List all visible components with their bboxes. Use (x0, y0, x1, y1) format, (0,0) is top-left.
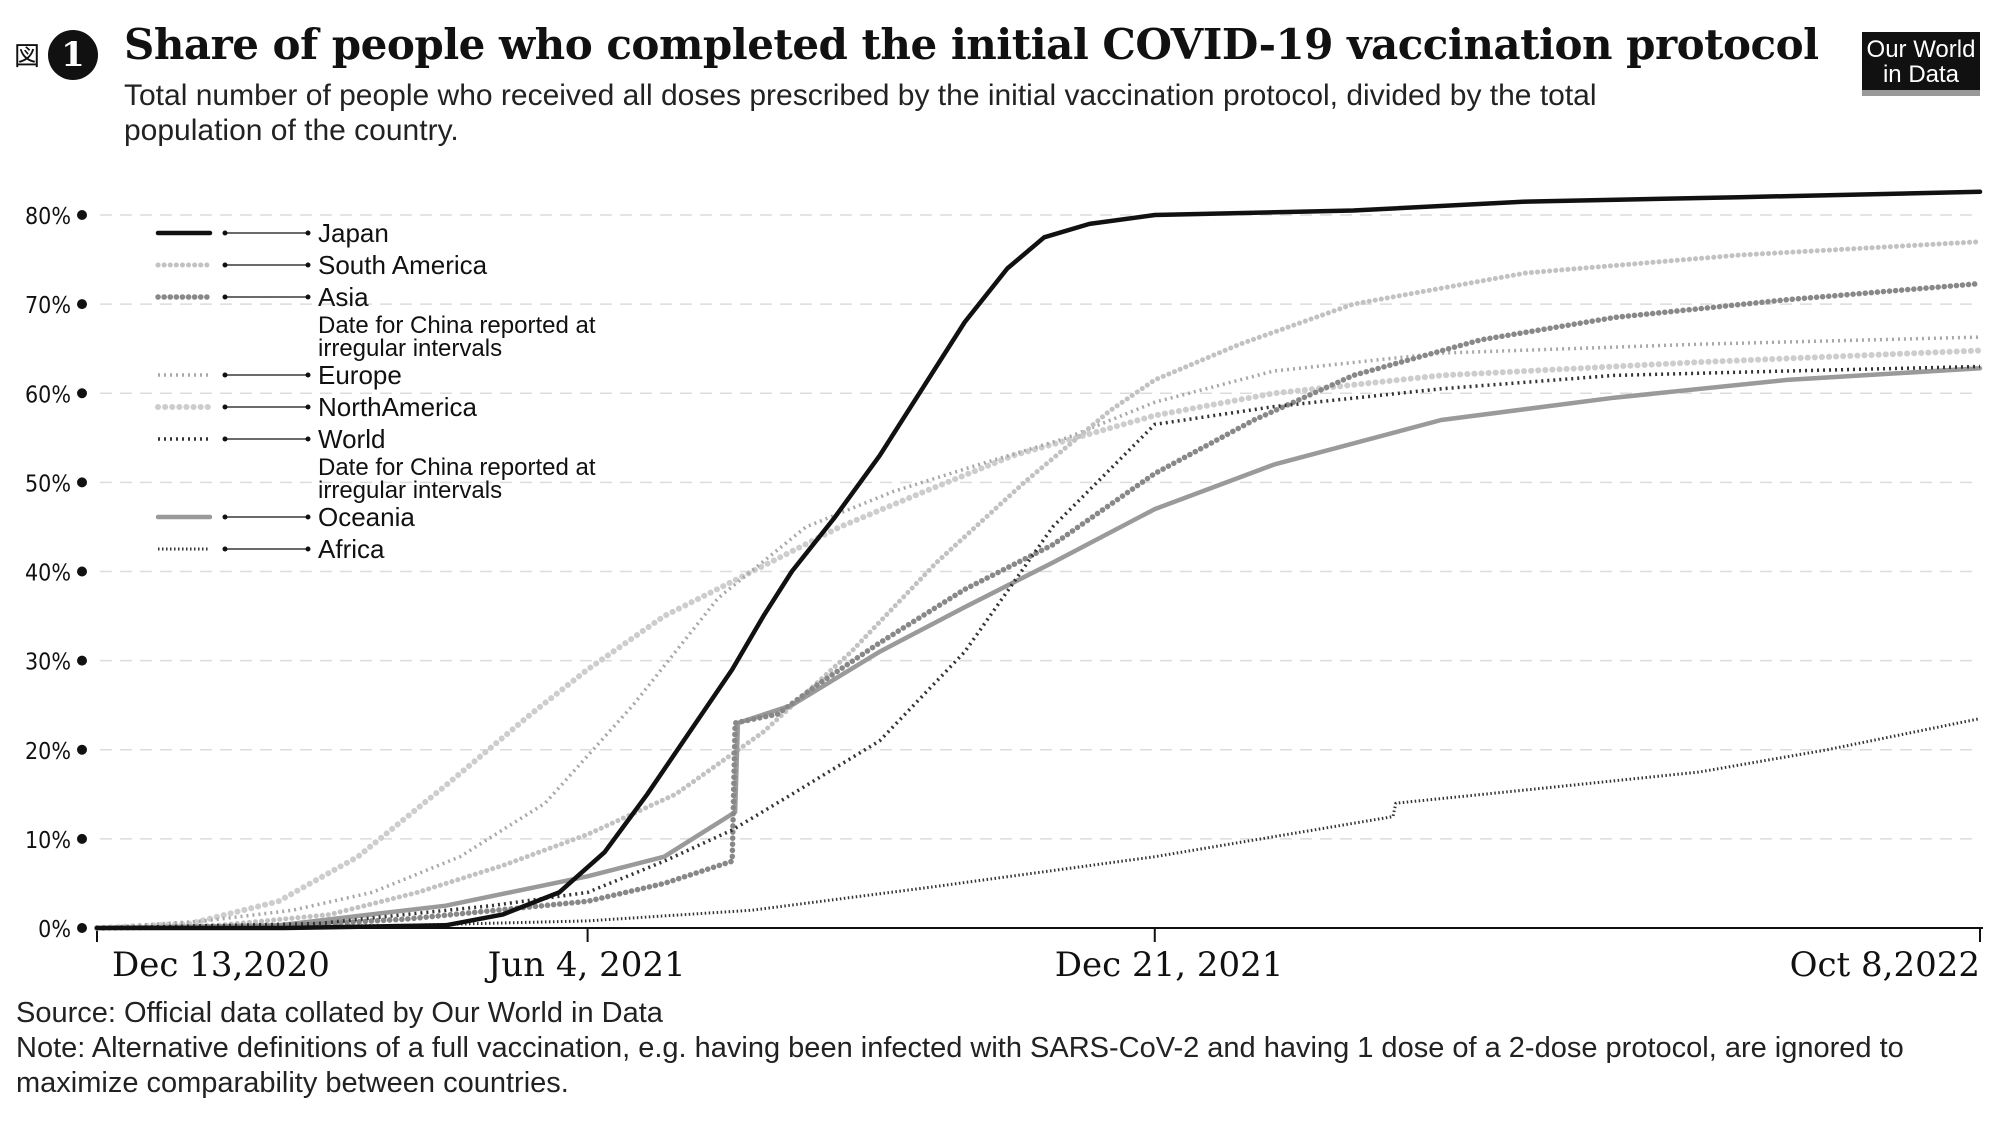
legend-dot (305, 372, 311, 378)
chart-subtitle: Total number of people who received all … (124, 79, 1597, 147)
y-tick-dot (77, 388, 87, 399)
legend-dot (305, 230, 311, 236)
x-tick-label: Dec 21, 2021 (1055, 945, 1284, 985)
series-line-japan (94, 189, 1983, 931)
legend-label: Oceania (318, 502, 415, 532)
source-note: Source: Official data collated by Our Wo… (16, 997, 663, 1029)
y-tick-dot (77, 566, 87, 577)
owid-logo-line1: Our World (1866, 36, 1976, 63)
y-tick-label: 70% (25, 293, 71, 319)
y-tick-label: 60% (25, 382, 71, 408)
series-line-south-america (94, 239, 1983, 931)
y-tick-dot (77, 744, 87, 755)
legend-note: irregular intervals (318, 335, 502, 362)
y-tick-label: 0% (38, 917, 71, 943)
y-tick-label: 20% (25, 739, 71, 765)
y-tick-dot (77, 299, 87, 310)
chart-title: Share of people who completed the initia… (124, 20, 1819, 69)
y-tick-dot (77, 655, 87, 666)
owid-logo-line2: in Data (1882, 61, 1960, 88)
line-chart: 0% 10% 20% 30% 40% 50% 60% 70% 80% Dec 13,2020 Jun… (25, 189, 1983, 985)
legend-note: irregular intervals (318, 477, 502, 504)
series-line-world (96, 364, 1981, 930)
series-line-asia (94, 280, 1983, 931)
owid-logo: Our World in Data (1862, 32, 1980, 96)
chart-footer: Source: Official data collated by Our Wo… (16, 996, 1976, 1101)
legend-note: Date for China reported at (318, 312, 596, 339)
y-tick-dot (77, 210, 87, 220)
y-tick-label: 10% (25, 828, 71, 854)
legend-note: Date for China reported at (318, 454, 596, 481)
legend-label: World (318, 424, 385, 454)
legend-label: Japan (318, 218, 389, 248)
x-tick-label: Dec 13,2020 (112, 945, 330, 985)
y-tick-label: 80% (25, 204, 71, 230)
legend-dot (305, 546, 311, 552)
y-tick-dot (77, 923, 87, 933)
figure-number-badge: 1 (48, 30, 98, 80)
legend-dot (305, 262, 311, 268)
legend-label: Asia (318, 282, 369, 312)
legend-label: NorthAmerica (318, 392, 477, 422)
y-tick-dot (77, 833, 87, 844)
figure-label: 図 (14, 42, 41, 72)
y-tick-label: 30% (25, 650, 71, 676)
y-tick-dot (77, 477, 87, 488)
methodology-note: Note: Alternative definitions of a full … (16, 1032, 1904, 1099)
series-line-oceania (94, 366, 1983, 931)
x-tick-label: Oct 8,2022 (1790, 945, 1980, 985)
series-line-europe (96, 335, 1981, 930)
x-tick-label: Jun 4, 2021 (485, 945, 686, 985)
legend-dot (305, 404, 311, 410)
legend-label: Africa (318, 534, 385, 564)
legend-label: South America (318, 250, 488, 280)
legend-dot (305, 436, 311, 442)
y-tick-label: 40% (25, 561, 71, 587)
legend-label: Europe (318, 360, 402, 390)
y-tick-label: 50% (25, 471, 71, 497)
series-line-africa (96, 717, 1981, 930)
legend-dot (305, 514, 311, 520)
legend-dot (305, 294, 311, 300)
